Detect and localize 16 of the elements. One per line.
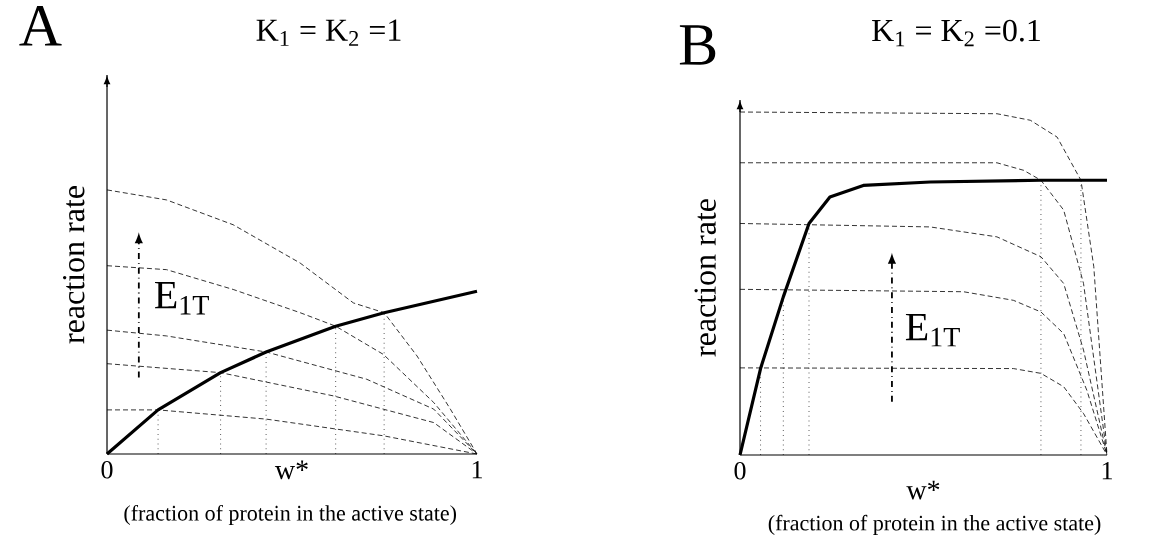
x-tick-label: 0 [101, 461, 113, 479]
x-tick-label: 1 [472, 461, 482, 479]
x-axis-title: w* [274, 460, 308, 480]
text: B [679, 25, 716, 65]
y-axis-title: reaction rate [694, 199, 716, 357]
text: A [19, 5, 62, 46]
x-axis-title: w* [906, 480, 940, 500]
x-tick-label: 0 [734, 462, 746, 480]
text: (fraction of protein in the active state) [124, 504, 457, 526]
chart-title: K$_{1}$ = K$_{2}$ =0.1 [872, 19, 1040, 47]
text: (fraction of protein in the active state) [768, 514, 1101, 536]
chart-title: K$_{1}$ = K$_{2}$ =1 [256, 19, 401, 46]
y-axis-title: reaction rate [62, 186, 85, 344]
annotation: E$_{1T}$ [155, 281, 209, 315]
x-tick-label: 1 [1102, 462, 1112, 480]
annotation: E$_{1T}$ [905, 313, 960, 347]
